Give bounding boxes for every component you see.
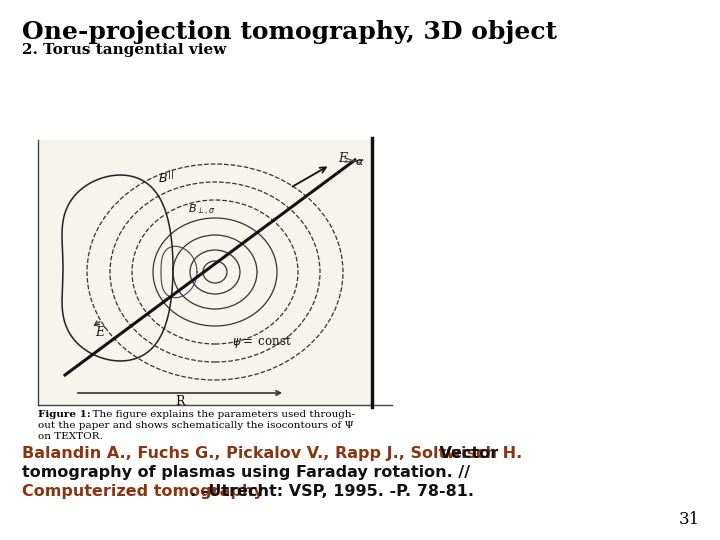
Text: $B_{\perp,\sigma}$: $B_{\perp,\sigma}$ bbox=[188, 202, 215, 218]
Text: E: E bbox=[95, 327, 104, 340]
Text: Vector: Vector bbox=[434, 446, 498, 461]
Text: out the paper and shows schematically the isocontours of Ψ: out the paper and shows schematically th… bbox=[38, 421, 354, 430]
Text: $\alpha$: $\alpha$ bbox=[355, 157, 364, 167]
Text: $\psi =$ const: $\psi =$ const bbox=[232, 334, 292, 350]
Text: Balandin A., Fuchs G., Pickalov V., Rapp J., Soltwisch H.: Balandin A., Fuchs G., Pickalov V., Rapp… bbox=[22, 446, 522, 461]
Text: $B^{||}$: $B^{||}$ bbox=[158, 170, 174, 186]
Text: 2. Torus tangential view: 2. Torus tangential view bbox=[22, 43, 226, 57]
Text: One-projection tomography, 3D object: One-projection tomography, 3D object bbox=[22, 20, 557, 44]
Text: tomography of plasmas using Faraday rotation. //: tomography of plasmas using Faraday rota… bbox=[22, 465, 470, 480]
Text: E: E bbox=[338, 152, 347, 165]
Text: . -Utrecht: VSP, 1995. -P. 78-81.: . -Utrecht: VSP, 1995. -P. 78-81. bbox=[190, 484, 474, 499]
Text: Computerized tomography: Computerized tomography bbox=[22, 484, 264, 499]
Text: on TEXTOR.: on TEXTOR. bbox=[38, 432, 103, 441]
Text: The figure explains the parameters used through-: The figure explains the parameters used … bbox=[86, 410, 355, 419]
Bar bbox=[38, 140, 372, 405]
Text: R: R bbox=[175, 395, 185, 408]
Text: 31: 31 bbox=[679, 511, 700, 528]
Text: Figure 1:: Figure 1: bbox=[38, 410, 91, 419]
